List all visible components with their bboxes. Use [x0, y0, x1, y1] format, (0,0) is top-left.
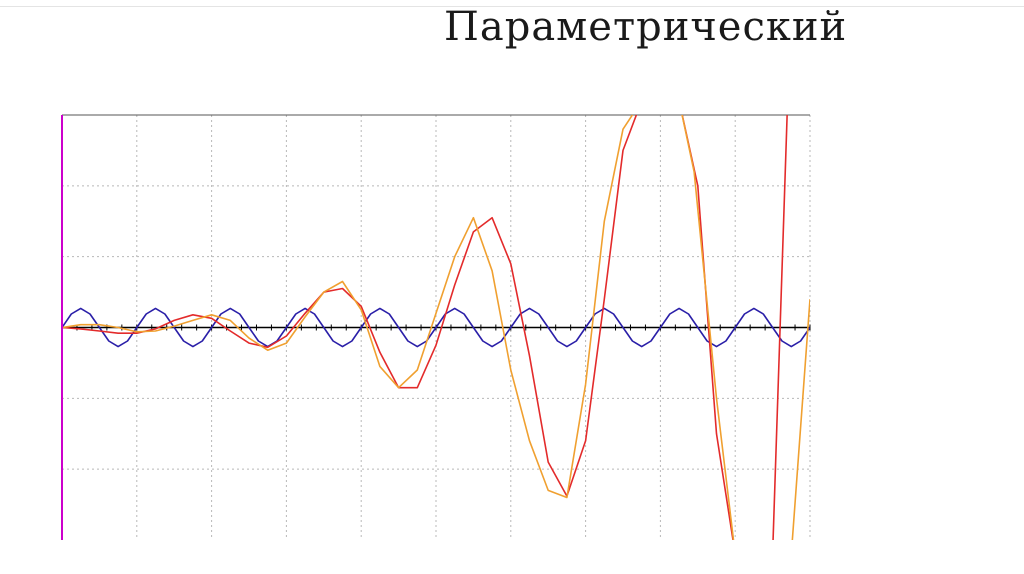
- sine-series-line: [62, 307, 810, 348]
- orange-series-line: [62, 115, 810, 540]
- red-series-line: [62, 115, 788, 540]
- top-divider: [0, 6, 1024, 7]
- slide-title: Параметрический: [444, 4, 848, 50]
